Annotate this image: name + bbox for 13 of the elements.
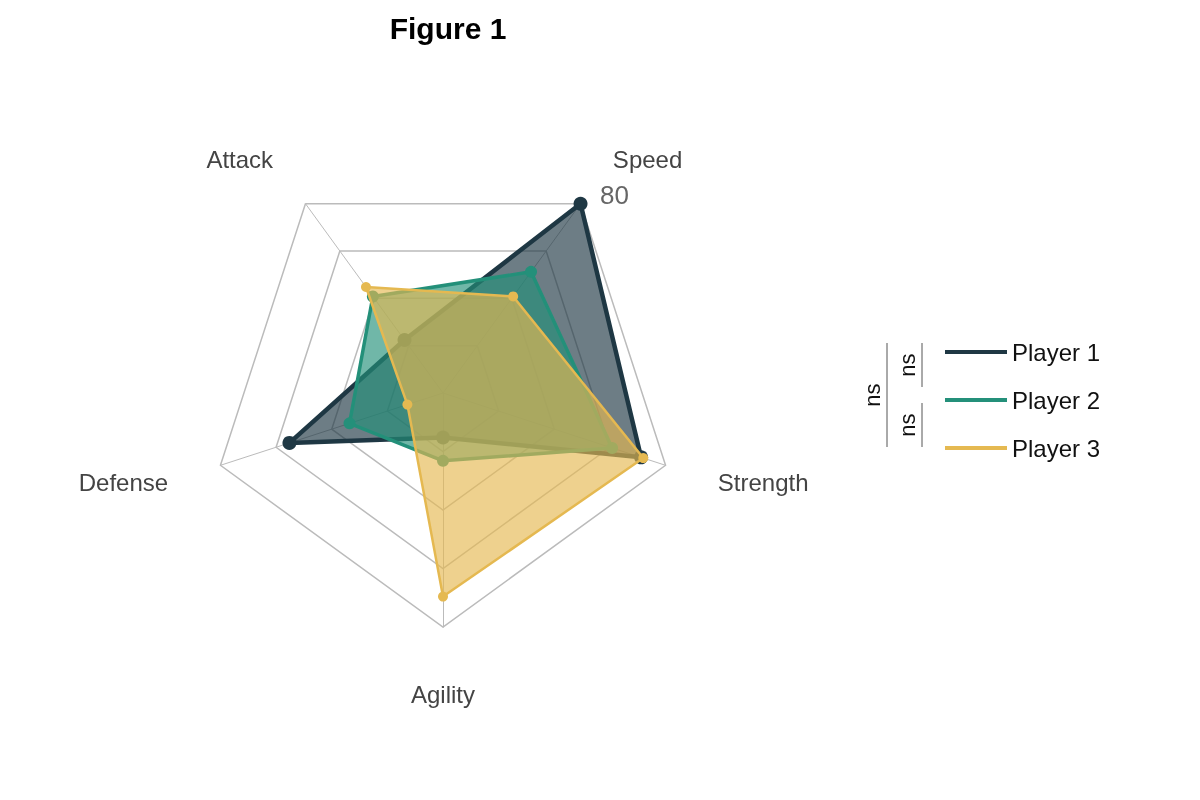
legend-label: Player 3: [1012, 434, 1101, 462]
text: ns: [894, 413, 920, 437]
spoke-label: Strength: [717, 468, 809, 496]
chart-title: Figure 1: [389, 11, 507, 45]
legend-label: Player 1: [1012, 338, 1101, 366]
text: 80: [600, 180, 629, 210]
spoke-label: Attack: [206, 145, 275, 173]
spoke-label: Speed: [612, 145, 683, 173]
legend-label: Player 2: [1012, 386, 1101, 414]
spoke-label: Agility: [410, 680, 476, 708]
text: ns: [859, 383, 885, 407]
text: ns: [894, 353, 920, 377]
spoke-label: Defense: [78, 468, 169, 496]
